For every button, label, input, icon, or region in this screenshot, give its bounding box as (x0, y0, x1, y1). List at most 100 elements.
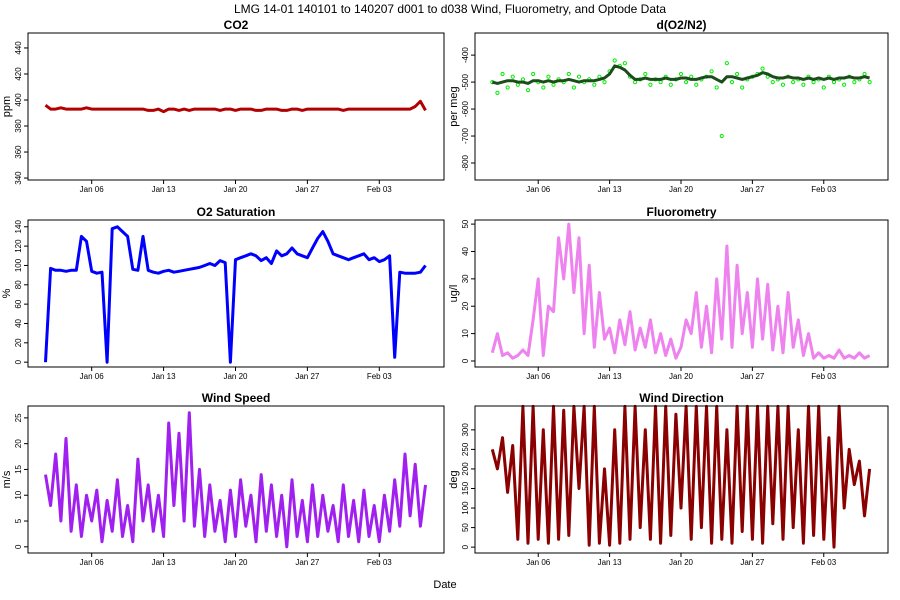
panel-title: CO2 (224, 18, 249, 32)
y-tick-label: 420 (14, 67, 23, 81)
data-point (633, 79, 638, 85)
data-point (852, 79, 857, 85)
data-point (668, 82, 673, 87)
x-tick-label: Jan 27 (740, 185, 765, 194)
y-tick-label: 50 (461, 523, 470, 532)
data-point (612, 58, 617, 63)
x-tick-label: Jan 06 (80, 185, 105, 194)
y-tick-label: -600 (461, 101, 470, 118)
x-tick-label: Jan 13 (152, 372, 177, 381)
y-axis-label: deg (448, 470, 460, 488)
y-tick-label: 100 (461, 501, 470, 515)
data-point (602, 79, 607, 85)
x-tick-label: Jan 20 (223, 558, 248, 567)
data-point (714, 85, 719, 90)
data-point (551, 82, 556, 87)
x-axis-label: Date (433, 579, 456, 591)
y-tick-label: 15 (14, 464, 23, 473)
x-tick-label: Jan 13 (598, 185, 623, 194)
y-axis-label: per meg (448, 86, 460, 126)
data-point (862, 71, 867, 77)
data-point (566, 71, 571, 77)
y-tick-label: 140 (14, 220, 23, 234)
y-tick-label: 0 (14, 359, 23, 364)
y-axis-label: m/s (1, 470, 13, 488)
y-tick-label: -400 (461, 47, 470, 64)
x-tick-label: Jan 27 (295, 185, 320, 194)
data-point (592, 82, 597, 87)
panel-title: Fluorometry (646, 205, 716, 219)
plot-frame (27, 32, 445, 181)
data-point (500, 71, 505, 77)
data-point (622, 61, 628, 66)
data-line (490, 222, 871, 360)
y-tick-label: 440 (14, 41, 23, 55)
plot-frame (474, 219, 889, 368)
data-point (801, 82, 806, 87)
chart-title: LMG 14-01 140101 to 140207 d001 to d038 … (234, 2, 666, 16)
data-point (842, 82, 847, 87)
x-tick-label: Feb 03 (811, 558, 836, 567)
data-point (505, 85, 510, 90)
y-tick-label: 30 (461, 274, 470, 283)
x-tick-label: Feb 03 (367, 558, 392, 567)
data-point (515, 82, 520, 87)
y-tick-label: 400 (14, 93, 23, 107)
data-line (44, 99, 427, 114)
y-tick-label: 40 (461, 246, 470, 255)
y-tick-label: -500 (461, 74, 470, 91)
data-point (709, 69, 714, 74)
x-tick-label: Jan 20 (223, 185, 248, 194)
data-point (495, 90, 500, 95)
data-point (541, 85, 546, 90)
data-point (724, 61, 729, 66)
x-tick-label: Feb 03 (367, 372, 392, 381)
data-point (520, 77, 526, 82)
y-tick-label: 10 (14, 490, 23, 499)
x-tick-label: Jan 13 (152, 185, 177, 194)
x-tick-label: Jan 20 (669, 372, 694, 381)
y-tick-label: 150 (461, 481, 470, 495)
data-point (576, 74, 582, 79)
panel-title: Wind Direction (639, 391, 724, 405)
x-tick-label: Jan 20 (223, 372, 248, 381)
data-point (760, 66, 765, 71)
y-tick-label: 360 (14, 145, 23, 159)
y-axis-label: ppm (1, 96, 13, 117)
x-tick-label: Jan 20 (669, 185, 694, 194)
panel-title: d(O2/N2) (656, 18, 706, 32)
y-tick-label: -800 (461, 154, 470, 171)
x-tick-label: Jan 27 (295, 558, 320, 567)
data-point (831, 79, 837, 85)
data-point (546, 74, 551, 79)
y-axis-label: % (1, 288, 13, 298)
data-point (729, 79, 735, 85)
y-tick-label: 60 (14, 299, 23, 308)
plot-frame (27, 405, 445, 554)
panel-title: O2 Saturation (197, 205, 276, 219)
y-tick-label: -700 (461, 127, 470, 144)
x-tick-label: Jan 06 (526, 185, 551, 194)
data-point (694, 82, 699, 87)
x-tick-label: Jan 20 (669, 558, 694, 567)
x-tick-label: Feb 03 (367, 185, 392, 194)
x-tick-label: Jan 27 (740, 558, 765, 567)
data-point (811, 79, 816, 85)
x-tick-label: Jan 13 (598, 558, 623, 567)
data-line (490, 404, 872, 549)
y-tick-label: 20 (461, 301, 470, 310)
data-point (791, 79, 796, 85)
y-tick-label: 20 (14, 439, 23, 448)
data-line (44, 225, 427, 364)
y-tick-label: 380 (14, 119, 23, 133)
y-tick-label: 340 (14, 171, 23, 185)
x-tick-label: Jan 13 (598, 372, 623, 381)
data-point (780, 82, 786, 87)
x-tick-label: Jan 27 (740, 372, 765, 381)
x-tick-label: Jan 06 (526, 558, 551, 567)
data-point (571, 85, 577, 90)
data-point (867, 79, 872, 85)
data-point (734, 71, 740, 77)
y-tick-label: 20 (14, 338, 23, 347)
data-point (683, 79, 689, 85)
